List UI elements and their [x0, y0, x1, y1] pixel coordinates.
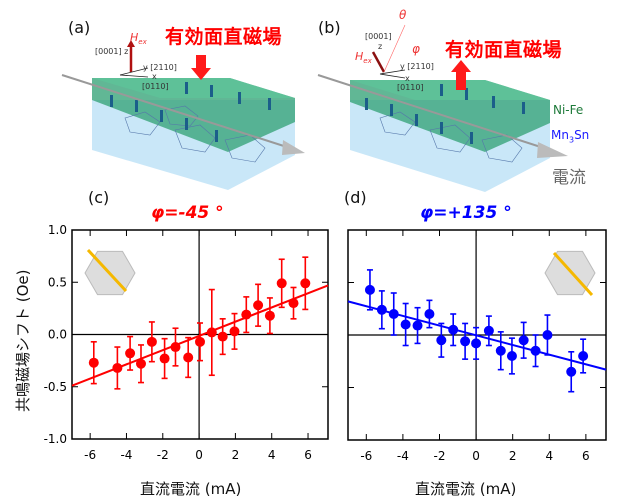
data-point: [436, 335, 447, 346]
data-point: [542, 330, 553, 340]
x-axis-label-d: 直流電流 (mA): [415, 480, 517, 498]
x-tick-label: 6: [582, 449, 590, 463]
data-point: [264, 310, 275, 321]
axis-y-label-a: y [2110]: [143, 63, 177, 72]
phi-label: φ: [412, 42, 420, 56]
data-point: [424, 309, 435, 319]
sn-text: Sn: [574, 128, 590, 142]
current-label: 電流: [552, 168, 586, 188]
data-point: [159, 353, 170, 364]
chart-title-c: φ=-45 °: [151, 203, 224, 223]
axis-z-label-a: [0001] z: [95, 47, 129, 56]
data-point: [125, 348, 136, 359]
data-point: [300, 278, 311, 289]
data-point: [376, 304, 387, 315]
hex-label-b: Hex: [355, 50, 372, 65]
x-tick-label: 4: [268, 448, 276, 462]
data-point: [530, 345, 541, 356]
data-point: [217, 331, 228, 342]
panel-label-c: (c): [88, 188, 110, 207]
x-tick-label: 2: [232, 448, 240, 462]
data-point: [183, 352, 194, 363]
x-tick-label: 6: [304, 448, 312, 462]
data-point: [135, 358, 146, 369]
data-point: [412, 320, 423, 331]
data-point: [506, 351, 517, 361]
hex-subscript: ex: [138, 38, 147, 47]
axis-x-dir-a: [0110]: [142, 82, 169, 91]
data-point: [253, 300, 264, 311]
x-tick-label: -6: [84, 448, 96, 462]
x-tick-label: 2: [509, 449, 517, 463]
axis-x-dir-b: [0110]: [397, 83, 424, 92]
x-axis-label-c: 直流電流 (mA): [140, 480, 242, 498]
y-tick-label: -1.0: [44, 432, 67, 446]
data-point: [241, 309, 252, 320]
x-tick-label: -4: [397, 449, 409, 463]
y-tick-label: 0.0: [48, 328, 67, 342]
data-point: [578, 351, 589, 361]
hex-symbol: H: [355, 50, 364, 63]
data-point: [471, 338, 482, 349]
x-tick-label: -2: [157, 448, 169, 462]
diagram-b: [317, 24, 568, 192]
data-point: [460, 336, 471, 347]
panel-label-d: (d): [344, 188, 367, 207]
axis-y-label-b: y [2110]: [400, 62, 434, 71]
x-tick-label: 4: [545, 449, 553, 463]
axis-x-label-b: x: [405, 74, 410, 83]
x-tick-label: -2: [434, 449, 446, 463]
axis-x-label-a: x: [152, 72, 157, 81]
layer-label-mn3sn: Mn3Sn: [551, 128, 589, 144]
y-tick-label: -0.5: [44, 380, 67, 394]
data-point: [170, 342, 181, 353]
y-tick-label: 1.0: [48, 223, 67, 237]
data-point: [483, 325, 494, 336]
layer-label-nife: Ni-Fe: [553, 103, 584, 117]
axis-z2-label-b: z: [378, 42, 383, 51]
inset-current-arrow: [86, 248, 128, 293]
x-tick-label: 0: [472, 449, 480, 463]
hex-label-a: Hex: [130, 31, 147, 46]
field-label-b: 有効面直磁場: [445, 39, 563, 61]
data-point: [112, 362, 123, 373]
data-point: [88, 357, 99, 368]
axis-z-label-b: [0001]: [365, 32, 392, 41]
x-tick-label: 0: [195, 448, 203, 462]
data-point: [229, 326, 240, 337]
chart-title-d: φ=+135 °: [420, 203, 512, 223]
x-tick-label: -4: [120, 448, 132, 462]
data-point: [276, 278, 287, 289]
data-point: [195, 336, 205, 347]
panel-label-b: (b): [318, 18, 341, 37]
inset-current-arrow: [552, 251, 594, 297]
y-tick-label: 0.5: [48, 275, 67, 289]
mn-text: Mn: [551, 128, 569, 142]
hex-symbol: H: [130, 31, 139, 44]
data-point: [388, 309, 399, 319]
x-tick-label: -6: [360, 449, 372, 463]
data-point: [400, 319, 411, 330]
mn-subscript: 3: [568, 135, 575, 145]
data-point: [495, 345, 506, 356]
theta-label: θ: [399, 8, 407, 22]
panel-label-a: (a): [68, 18, 91, 37]
field-label-a: 有効面直磁場: [165, 26, 283, 48]
data-point: [518, 335, 529, 346]
diagram-a: [61, 40, 305, 190]
data-point: [146, 336, 157, 347]
data-point: [288, 298, 299, 309]
data-point: [566, 366, 577, 377]
data-point: [206, 327, 217, 338]
data-point: [364, 284, 375, 295]
hex-subscript: ex: [363, 57, 372, 66]
data-point: [448, 324, 459, 335]
